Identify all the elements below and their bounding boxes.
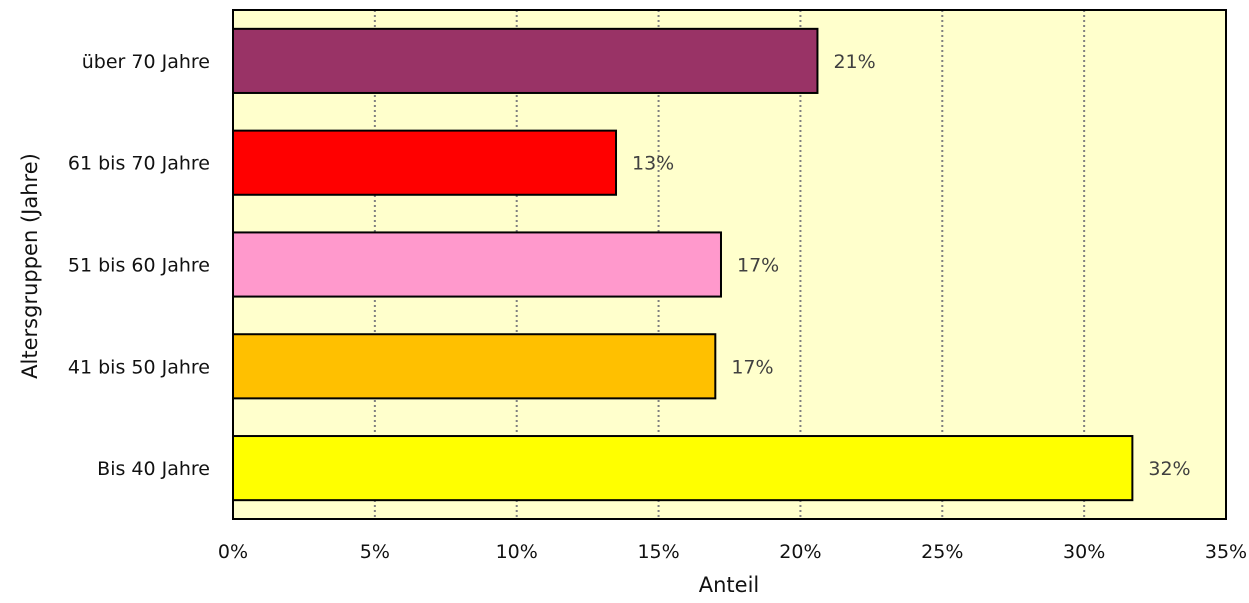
data-label: 17%	[731, 356, 773, 378]
x-tick-label: 20%	[779, 541, 821, 563]
category-label: 51 bis 60 Jahre	[68, 255, 210, 277]
data-label: 13%	[632, 153, 674, 175]
x-tick-label: 35%	[1205, 541, 1247, 563]
x-tick-label: 25%	[921, 541, 963, 563]
bar	[232, 435, 1134, 502]
y-axis-title: Altersgruppen (Jahre)	[18, 153, 42, 379]
bar	[232, 333, 717, 400]
bar	[232, 129, 618, 196]
category-label: 41 bis 50 Jahre	[68, 356, 210, 378]
category-label: über 70 Jahre	[82, 51, 210, 73]
bars	[232, 27, 1134, 502]
x-tick-label: 0%	[218, 541, 248, 563]
x-axis-title: Anteil	[699, 573, 760, 597]
labels: 0% 5% 10% 15% 20% 25% 30% 35% über 70 Jahre 21% 61…	[68, 51, 1247, 563]
x-tick-label: 10%	[496, 541, 538, 563]
plot-frame	[232, 9, 1227, 520]
data-label: 21%	[833, 51, 875, 73]
x-tick-label: 15%	[637, 541, 679, 563]
data-label: 32%	[1148, 458, 1190, 480]
category-label: 61 bis 70 Jahre	[68, 153, 210, 175]
bar	[232, 27, 819, 94]
category-label: Bis 40 Jahre	[97, 458, 210, 480]
bar	[232, 231, 722, 298]
x-tick-label: 5%	[360, 541, 390, 563]
data-label: 17%	[737, 255, 779, 277]
x-tick-label: 30%	[1063, 541, 1105, 563]
